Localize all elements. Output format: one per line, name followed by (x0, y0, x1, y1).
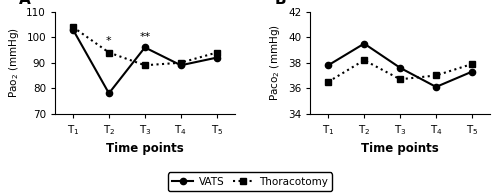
Text: *: * (106, 36, 112, 46)
Text: A: A (19, 0, 31, 7)
X-axis label: Time points: Time points (106, 142, 184, 155)
Text: B: B (274, 0, 286, 7)
Y-axis label: Pao$_2$ (mmHg): Pao$_2$ (mmHg) (6, 27, 20, 98)
Text: **: ** (140, 32, 150, 42)
Y-axis label: Paco$_2$ (mmHg): Paco$_2$ (mmHg) (268, 24, 282, 101)
Legend: VATS, Thoracotomy: VATS, Thoracotomy (168, 172, 332, 191)
X-axis label: Time points: Time points (361, 142, 439, 155)
